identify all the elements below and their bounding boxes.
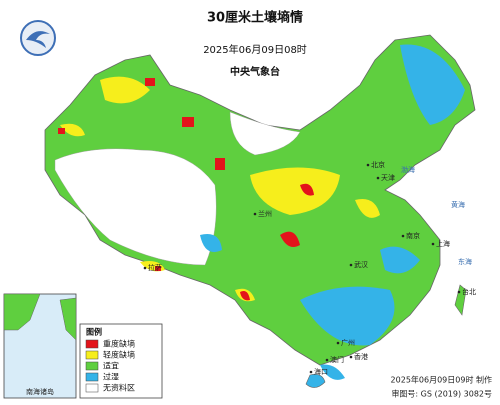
map-subtitle: 2025年06月09日08时 <box>203 43 307 56</box>
issuer: 中央气象台 <box>230 65 280 78</box>
legend-title: 图例 <box>86 327 102 337</box>
legend-swatch <box>85 361 99 371</box>
city-label: 兰州 <box>258 209 272 218</box>
city-marker <box>349 355 353 359</box>
city-label: 北京 <box>371 160 385 169</box>
city-label: 天津 <box>381 174 395 182</box>
city-label: 上海 <box>436 239 450 248</box>
country-base <box>44 34 476 366</box>
city-marker <box>253 212 257 216</box>
city-marker <box>376 176 380 180</box>
legend-swatch <box>85 350 99 360</box>
city-label: 海口 <box>314 367 328 376</box>
city-marker <box>325 358 329 362</box>
city-marker <box>431 242 435 246</box>
city-label: 武汉 <box>354 260 368 269</box>
legend-swatch <box>85 383 99 393</box>
city-label: 南京 <box>406 231 420 240</box>
sea-label: 渤海 <box>401 165 415 174</box>
city-label: 广州 <box>341 338 355 347</box>
city-marker <box>143 266 147 270</box>
city-marker <box>336 341 340 345</box>
city-marker <box>457 290 461 294</box>
city-marker <box>366 163 370 167</box>
hainan <box>305 374 326 388</box>
city-marker <box>309 370 313 374</box>
logo <box>20 20 56 56</box>
legend-label: 适宜 <box>103 361 119 371</box>
legend-label: 无资料区 <box>103 383 135 393</box>
footer-approval: 审图号: GS (2019) 3082号 <box>391 389 492 399</box>
heavy-deficit-areas <box>58 78 314 301</box>
sea-label: 东海 <box>458 257 472 266</box>
city-label: 拉萨 <box>148 263 162 272</box>
city-label: 香港 <box>354 352 368 361</box>
legend-swatch <box>85 372 99 382</box>
inset: 南海诸岛 <box>3 293 77 399</box>
city-marker <box>401 234 405 238</box>
inset-title: 南海诸岛 <box>26 387 54 396</box>
sea-label: 黄海 <box>451 200 465 209</box>
map-title: 30厘米土壤墒情 <box>207 10 303 26</box>
legend-label: 重度缺墒 <box>103 339 135 349</box>
footer-made: 2025年06月09日09时 制作 <box>391 375 492 385</box>
taiwan <box>454 284 467 316</box>
map <box>44 34 476 388</box>
no-data-area <box>229 111 301 156</box>
legend-label: 过湿 <box>103 372 119 382</box>
legend-label: 轻度缺墒 <box>103 350 135 360</box>
city-marker <box>349 263 353 267</box>
wet-areas <box>200 44 465 380</box>
legend-swatch <box>85 339 99 349</box>
city-label: 台北 <box>462 287 476 296</box>
city-label: 澳门 <box>330 355 344 364</box>
